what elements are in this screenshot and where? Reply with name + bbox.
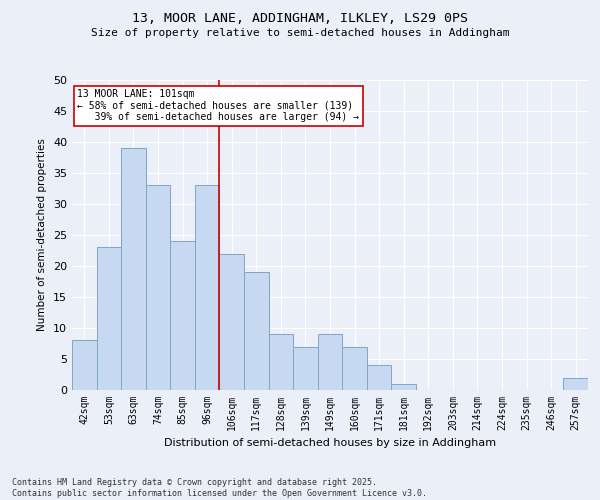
Y-axis label: Number of semi-detached properties: Number of semi-detached properties bbox=[37, 138, 47, 332]
Bar bbox=[146, 186, 170, 390]
Bar bbox=[563, 378, 588, 390]
Bar bbox=[342, 346, 367, 390]
Bar bbox=[170, 241, 195, 390]
Bar bbox=[97, 248, 121, 390]
Bar bbox=[318, 334, 342, 390]
Bar bbox=[121, 148, 146, 390]
Bar bbox=[244, 272, 269, 390]
Bar bbox=[269, 334, 293, 390]
Text: 13 MOOR LANE: 101sqm
← 58% of semi-detached houses are smaller (139)
   39% of s: 13 MOOR LANE: 101sqm ← 58% of semi-detac… bbox=[77, 90, 359, 122]
Bar bbox=[391, 384, 416, 390]
Text: Size of property relative to semi-detached houses in Addingham: Size of property relative to semi-detach… bbox=[91, 28, 509, 38]
Text: 13, MOOR LANE, ADDINGHAM, ILKLEY, LS29 0PS: 13, MOOR LANE, ADDINGHAM, ILKLEY, LS29 0… bbox=[132, 12, 468, 26]
Bar bbox=[220, 254, 244, 390]
Text: Contains HM Land Registry data © Crown copyright and database right 2025.
Contai: Contains HM Land Registry data © Crown c… bbox=[12, 478, 427, 498]
X-axis label: Distribution of semi-detached houses by size in Addingham: Distribution of semi-detached houses by … bbox=[164, 438, 496, 448]
Bar bbox=[195, 186, 220, 390]
Bar bbox=[293, 346, 318, 390]
Bar bbox=[367, 365, 391, 390]
Bar bbox=[72, 340, 97, 390]
